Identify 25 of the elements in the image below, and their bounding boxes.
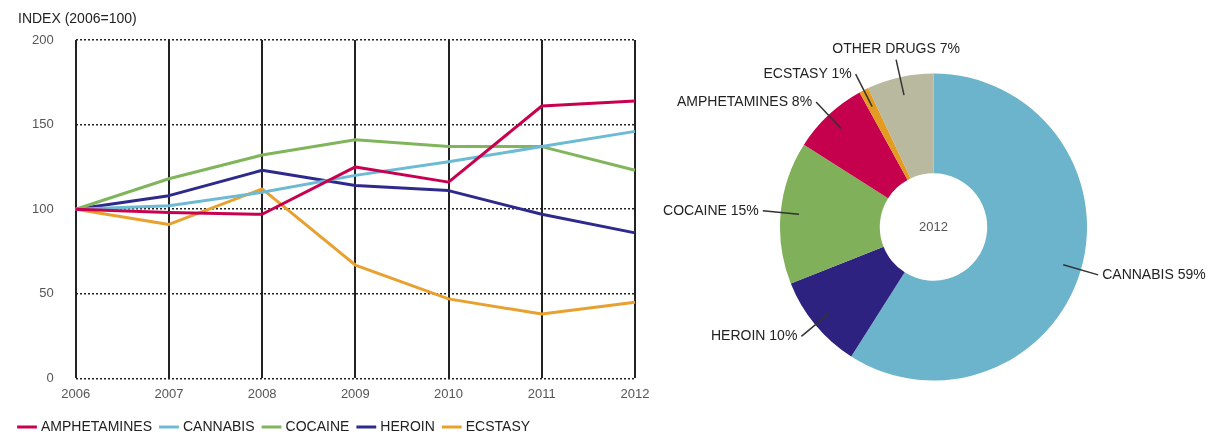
legend-label: COCAINE	[285, 417, 350, 434]
x-tick-label: 2007	[154, 385, 184, 401]
slice-label: ECSTASY 1%	[763, 65, 852, 82]
x-tick-label: 2006	[61, 385, 91, 401]
slice-label: CANNABIS 59%	[1102, 265, 1206, 282]
y-tick-label: 0	[46, 369, 54, 385]
legend-label: HEROIN	[380, 417, 435, 434]
x-tick-label: 2011	[527, 385, 556, 401]
legend-label: CANNABIS	[182, 417, 255, 434]
legend-label: ECSTASY	[465, 417, 531, 434]
legend-label: AMPHETAMINES	[41, 417, 152, 434]
slice-label: HEROIN 10%	[711, 327, 798, 344]
y-tick-label: 50	[39, 285, 54, 301]
x-tick-label: 2010	[434, 385, 464, 401]
y-axis-title: INDEX (2006=100)	[18, 9, 137, 26]
slice-label: OTHER DRUGS 7%	[832, 40, 960, 57]
x-tick-label: 2012	[620, 385, 650, 401]
x-tick-label: 2009	[340, 385, 370, 401]
slice-label: COCAINE 15%	[663, 201, 759, 218]
y-tick-label: 100	[31, 200, 54, 216]
text: 2012	[919, 218, 948, 234]
x-tick-label: 2008	[247, 385, 277, 401]
y-tick-label: 200	[31, 31, 54, 47]
y-tick-label: 150	[31, 116, 54, 132]
slice-label: AMPHETAMINES 8%	[676, 92, 813, 109]
